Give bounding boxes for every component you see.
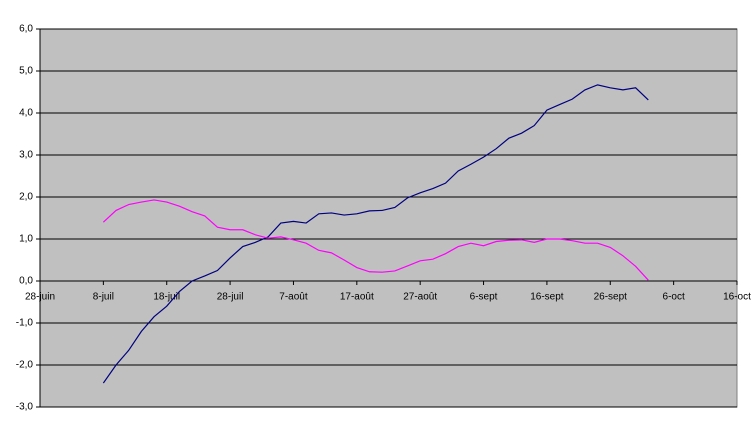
x-tick-label: 17-août — [340, 292, 374, 303]
x-tick-label: 28-juil — [217, 292, 244, 303]
y-tick-label: 4,0 — [19, 108, 33, 119]
y-tick-label: -3,0 — [16, 402, 34, 413]
x-tick-label: 18-juil — [153, 292, 180, 303]
x-tick-label: 6-oct — [663, 292, 685, 303]
x-tick-label: 16-sept — [530, 292, 564, 303]
x-tick-label: 16-oct — [723, 292, 751, 303]
y-tick-label: 3,0 — [19, 150, 33, 161]
x-tick-label: 8-juil — [93, 292, 114, 303]
plot-area — [39, 28, 738, 408]
data-line — [102, 84, 649, 384]
data-line — [102, 199, 649, 281]
x-tick-label: 26-sept — [594, 292, 628, 303]
x-tick-label: 7-août — [279, 292, 308, 303]
y-tick-label: -1,0 — [16, 318, 34, 329]
y-tick-label: 6,0 — [19, 24, 33, 35]
y-tick-label: 0,0 — [19, 276, 33, 287]
y-tick-label: 1,0 — [19, 234, 33, 245]
x-tick-label: 27-août — [403, 292, 437, 303]
x-tick-label: 28-juin — [25, 292, 55, 303]
y-tick-label: 2,0 — [19, 192, 33, 203]
y-tick-label: -2,0 — [16, 360, 34, 371]
y-tick-label: 5,0 — [19, 66, 33, 77]
x-tick-label: 6-sept — [470, 292, 498, 303]
